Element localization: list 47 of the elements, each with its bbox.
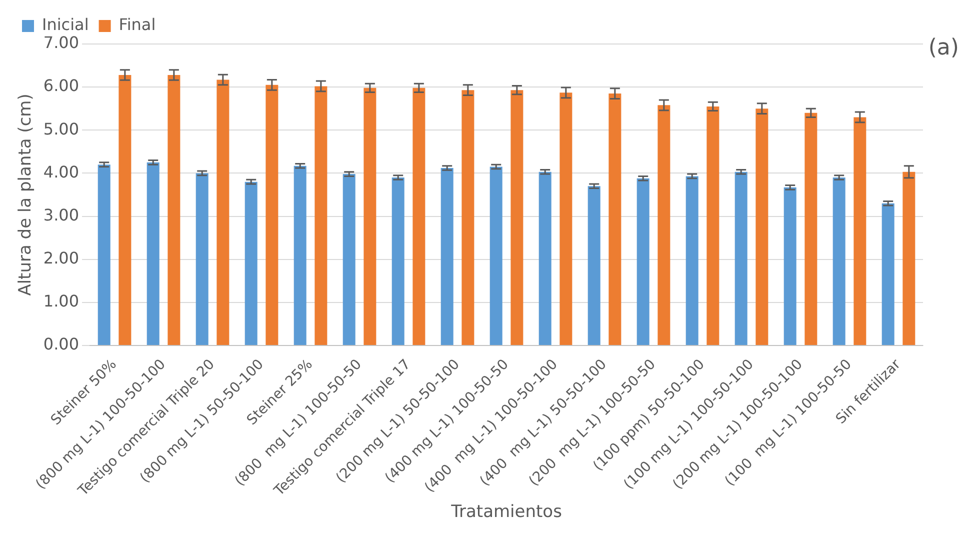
bar xyxy=(560,92,572,345)
bar xyxy=(364,88,376,345)
bar xyxy=(804,112,818,345)
bar xyxy=(392,178,404,345)
y-tick-label: 6.00 xyxy=(43,76,80,96)
bar xyxy=(636,178,650,345)
bar xyxy=(706,106,720,345)
bar xyxy=(266,84,278,345)
y-tick-label: 0.00 xyxy=(43,334,80,354)
y-tick-label: 1.00 xyxy=(43,292,80,311)
text: (a) xyxy=(928,36,959,61)
y-axis-title: Altura de la planta (cm) xyxy=(16,94,36,296)
bar xyxy=(244,182,258,345)
bar xyxy=(756,108,768,345)
bar xyxy=(196,173,208,345)
bar xyxy=(658,105,670,345)
x-axis-title: Tratamientos xyxy=(450,502,562,522)
bar xyxy=(784,187,796,345)
bar xyxy=(832,178,846,345)
bar xyxy=(168,75,180,345)
legend-label: Final xyxy=(118,15,156,34)
bar xyxy=(118,75,132,345)
y-tick-label: 3.00 xyxy=(43,205,80,224)
bar xyxy=(854,117,866,345)
bar xyxy=(440,168,454,345)
bar xyxy=(216,80,230,345)
bar xyxy=(294,166,306,345)
y-tick-label: 5.00 xyxy=(43,119,80,138)
bar xyxy=(734,172,748,345)
bar xyxy=(588,186,600,345)
y-tick-label: 7.00 xyxy=(43,33,80,52)
bar xyxy=(98,164,110,345)
bar xyxy=(462,90,474,345)
bar xyxy=(882,203,894,345)
bar xyxy=(538,172,552,345)
bar xyxy=(510,90,524,345)
legend-label: Inicial xyxy=(42,15,89,34)
bar xyxy=(686,176,698,345)
y-tick-label: 2.00 xyxy=(43,248,80,268)
bar xyxy=(490,166,502,345)
bar xyxy=(412,88,426,345)
bar xyxy=(146,162,160,345)
bar xyxy=(608,94,622,345)
bar xyxy=(314,86,328,345)
bar xyxy=(342,174,356,345)
bar xyxy=(902,172,916,345)
y-tick-label: 4.00 xyxy=(43,162,80,182)
